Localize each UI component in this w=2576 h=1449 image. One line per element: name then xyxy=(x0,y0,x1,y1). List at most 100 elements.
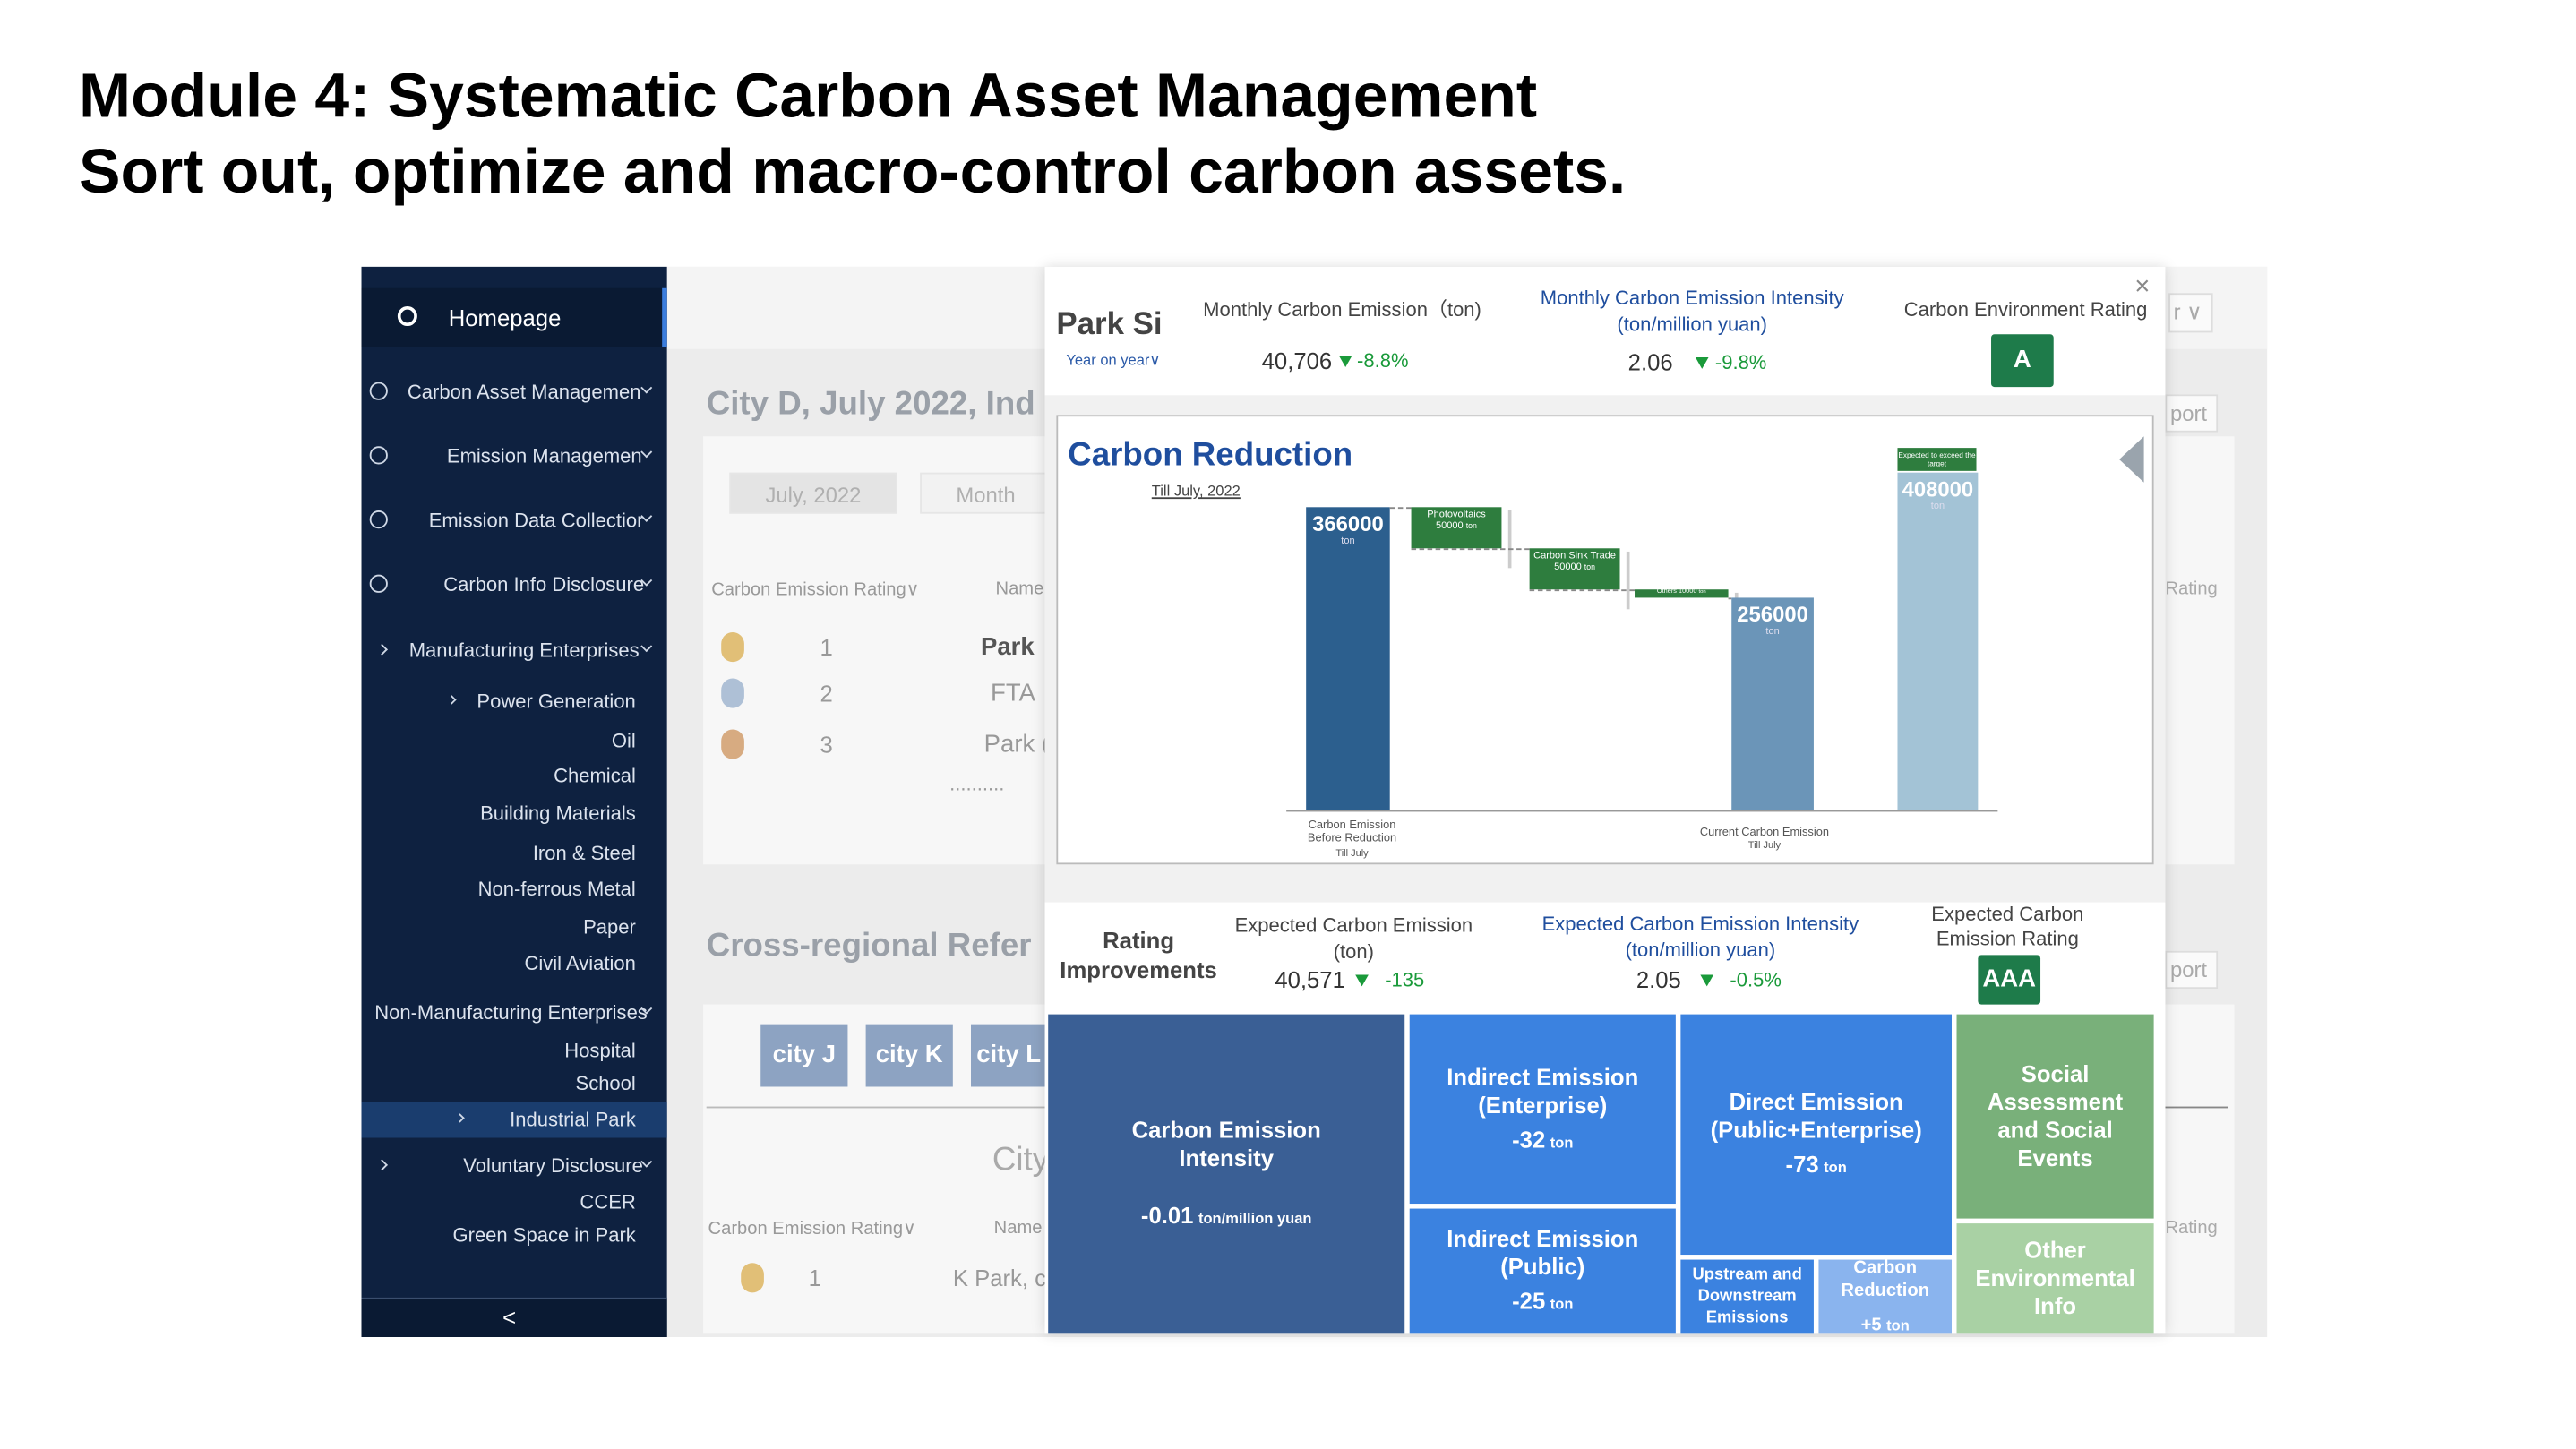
kpi-label: Monthly Carbon Emission（ton) xyxy=(1203,297,1481,322)
park-name: Park Si xyxy=(1056,307,1163,343)
nav-icon xyxy=(369,510,388,529)
right-label[interactable]: port xyxy=(2165,394,2219,433)
bar-unit-label: ton xyxy=(1930,502,1945,512)
bar xyxy=(1411,507,1502,549)
home-link[interactable]: Homepage xyxy=(448,304,562,331)
kpi-change: -0.5% xyxy=(1730,968,1782,991)
reduction-value: 50000 xyxy=(1554,563,1582,574)
x-label: Carbon Emission Before Reduction xyxy=(1307,819,1397,845)
column-header: Name xyxy=(993,1218,1043,1239)
right-label[interactable]: port xyxy=(2165,950,2219,990)
nav-item[interactable]: Non-Manufacturing Enterprises xyxy=(374,1000,648,1025)
collapse-button[interactable]: < xyxy=(502,1304,517,1331)
impact-label: Direct Emission (Public+Enterprise) xyxy=(1710,1088,1922,1144)
rank: 1 xyxy=(820,633,833,661)
impact-tile[interactable]: Carbon Emission Intensity -0.01 ton/millio… xyxy=(1048,1014,1405,1334)
impact-unit: ton/million yuan xyxy=(1198,1210,1312,1227)
impact-label: Carbon Reduction xyxy=(1841,1256,1930,1300)
medal-icon xyxy=(721,678,744,708)
bg-section: Cross-regional Refer xyxy=(706,928,1032,965)
rating-badge: A xyxy=(1991,334,2054,388)
period-select[interactable]: Year on year∨ xyxy=(1066,351,1161,368)
nav-item[interactable]: CCER xyxy=(580,1190,636,1214)
nav-item[interactable]: Voluntary Disclosure xyxy=(463,1153,643,1178)
bar-value-label: 256000 xyxy=(1737,602,1808,628)
reduction-unit: ton xyxy=(1465,524,1477,533)
impact-value: -25 xyxy=(1512,1287,1546,1315)
kpi-label: Expected Carbon Emission (ton) xyxy=(1234,913,1473,964)
column-header: Carbon Emission Rating∨ xyxy=(711,580,920,601)
impact-tile[interactable]: Other Environmental Info xyxy=(1956,1223,2154,1334)
close-button[interactable]: × xyxy=(2134,273,2151,302)
kpi-label: Monthly Carbon Emission Intensity (ton/m… xyxy=(1540,286,1844,337)
park-name: Park xyxy=(981,632,1035,662)
nav-item[interactable]: Chemical xyxy=(554,764,636,787)
nav-item[interactable]: Oil xyxy=(611,729,636,753)
chart-title: Carbon Reduction xyxy=(1068,437,1353,474)
impact-value-line: -25 ton xyxy=(1512,1288,1573,1317)
city-button[interactable]: city K xyxy=(865,1024,953,1087)
tab[interactable]: Month xyxy=(920,472,1052,514)
impact-label: Carbon Emission Intensity xyxy=(1131,1116,1321,1171)
kpi-change: -135 xyxy=(1385,968,1425,991)
bar-value-label: 408000 xyxy=(1902,476,1974,502)
city-heading: City xyxy=(992,1142,1050,1179)
nav-item[interactable]: Carbon Info Disclosure xyxy=(443,572,645,596)
nav-item[interactable]: School xyxy=(575,1071,636,1095)
nav-item[interactable]: Manufacturing Enterprises xyxy=(408,639,640,663)
impact-tile[interactable]: Indirect Emission (Enterprise) -32 ton xyxy=(1409,1014,1676,1205)
reduction-unit: ton xyxy=(1698,587,1706,596)
right-label[interactable]: r ∨ xyxy=(2168,293,2214,333)
title: Module 4: Systematic Carbon Asset Manage… xyxy=(79,62,1538,133)
impact-tile[interactable]: Social Assessment and Social Events xyxy=(1956,1014,2154,1219)
impact-value: -0.01 xyxy=(1140,1202,1194,1229)
reduction-unit: ton xyxy=(1584,565,1596,574)
chart-subtitle: Till July, 2022 xyxy=(1151,482,1241,500)
nav-item[interactable]: Carbon Asset Managemen xyxy=(407,380,641,404)
nav-item[interactable]: Emission Data Collectior xyxy=(428,509,644,532)
nav-icon xyxy=(369,382,388,400)
active-row xyxy=(361,1102,667,1138)
divider xyxy=(2165,1106,2228,1109)
baseline xyxy=(1286,810,1998,812)
impact-label: Upstream and Downstream Emissions xyxy=(1692,1265,1802,1327)
down-arrow xyxy=(1626,552,1630,610)
reduction-name: Others xyxy=(1656,587,1677,596)
impact-tile[interactable]: Carbon Reduction +5 ton xyxy=(1818,1257,1953,1334)
medal-icon xyxy=(721,632,744,663)
impact-value: -73 xyxy=(1785,1151,1819,1178)
nav-item[interactable]: Non-ferrous Metal xyxy=(477,877,636,901)
nav-item[interactable]: Paper xyxy=(583,915,636,939)
divider xyxy=(706,1106,1052,1109)
nav-item[interactable]: Emission Managemen xyxy=(446,444,642,468)
impact-tile[interactable]: Upstream and Downstream Emissions xyxy=(1680,1259,1814,1334)
reduction-name: Photovoltaics xyxy=(1427,510,1486,521)
reduction-name: Carbon Sink Trade xyxy=(1533,552,1616,562)
nav-item[interactable]: Industrial Park xyxy=(510,1108,636,1132)
nav-item[interactable]: Building Materials xyxy=(480,802,636,826)
impact-value: -32 xyxy=(1512,1125,1546,1153)
rating-badge: AAA xyxy=(1978,955,2041,1005)
impact-tile[interactable]: Indirect Emission (Public) -25 ton xyxy=(1409,1208,1676,1334)
connector xyxy=(1728,597,1732,600)
nav-icon xyxy=(369,574,388,593)
column-header: Name xyxy=(995,579,1044,600)
nav-arrow[interactable] xyxy=(2119,436,2144,483)
rank: 3 xyxy=(820,731,833,758)
nav-item[interactable]: Iron & Steel xyxy=(532,841,636,865)
nav-item[interactable]: Hospital xyxy=(564,1039,636,1062)
bg-heading: City D, July 2022, Ind xyxy=(706,386,1035,423)
medal-icon xyxy=(721,729,744,759)
right-label: Rating xyxy=(2165,579,2218,600)
tab[interactable]: July, 2022 xyxy=(729,472,897,514)
nav-item[interactable]: Civil Aviation xyxy=(524,951,636,975)
medal-icon xyxy=(741,1263,764,1293)
nav-item[interactable]: Green Space in Park xyxy=(452,1223,636,1247)
nav-item[interactable]: Power Generation xyxy=(477,690,636,714)
city-button[interactable]: city J xyxy=(760,1024,848,1087)
city-button[interactable]: city L xyxy=(971,1024,1047,1087)
impact-tile[interactable]: Direct Emission (Public+Enterprise) -73 to… xyxy=(1680,1014,1953,1256)
down-triangle xyxy=(1695,356,1709,369)
